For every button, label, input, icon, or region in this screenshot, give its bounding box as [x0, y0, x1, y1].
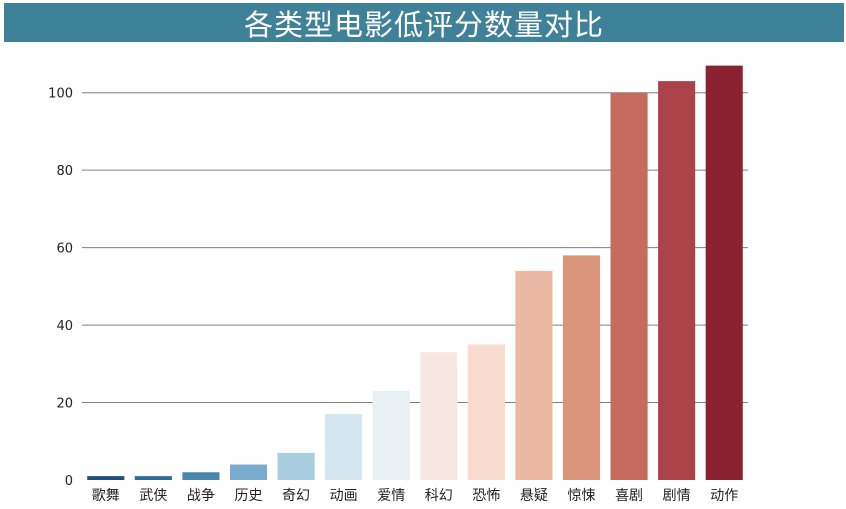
x-category-label: 动作: [710, 488, 738, 504]
x-category-label: 剧情: [663, 488, 691, 504]
y-tick-label: 20: [56, 397, 73, 412]
bar-10: [562, 255, 601, 480]
x-category-label: 喜剧: [615, 488, 643, 504]
y-tick-label: 60: [56, 242, 73, 257]
y-tick-label: 0: [65, 474, 73, 489]
bar-6: [372, 390, 410, 480]
x-category-label: 恐怖: [472, 487, 500, 504]
bar-0: [87, 476, 125, 480]
bar-9: [515, 270, 553, 480]
gridlines: [82, 92, 748, 404]
y-tick-label: 80: [56, 164, 73, 179]
bar-3: [229, 464, 268, 480]
bar-7: [420, 352, 458, 480]
x-category-label: 悬疑: [520, 488, 548, 504]
x-axis-labels: 歌舞 武侠 战争 历史 奇幻 动画 爱情 科幻 恐怖 悬疑 惊悚 喜剧 剧情 动作: [92, 487, 738, 504]
x-category-label: 惊悚: [568, 488, 596, 504]
bar-5: [325, 414, 363, 480]
chart-title: 各类型电影低评分数量对比: [243, 7, 604, 42]
y-tick-label: 40: [56, 319, 73, 334]
y-tick-label: 100: [48, 87, 73, 102]
x-category-label: 武侠: [139, 488, 167, 504]
bars: [87, 65, 743, 481]
x-category-label: 歌舞: [92, 488, 120, 504]
x-category-label: 科幻: [425, 488, 453, 504]
x-category-label: 奇幻: [282, 487, 310, 504]
x-category-label: 战争: [187, 488, 215, 504]
bar-12: [658, 81, 696, 480]
y-axis-ticks: 0 20 40 60 80 100: [48, 87, 73, 489]
x-category-label: 爱情: [377, 488, 405, 504]
bar-11: [610, 92, 648, 481]
bar-8: [467, 344, 505, 480]
x-category-label: 历史: [235, 488, 263, 504]
chart-title-bar: 各类型电影低评分数量对比: [4, 3, 844, 42]
x-category-label: 动画: [330, 488, 358, 504]
bar-13: [705, 65, 743, 481]
bar-1: [134, 476, 172, 480]
bar-4: [277, 452, 315, 480]
bar-2: [182, 472, 220, 480]
